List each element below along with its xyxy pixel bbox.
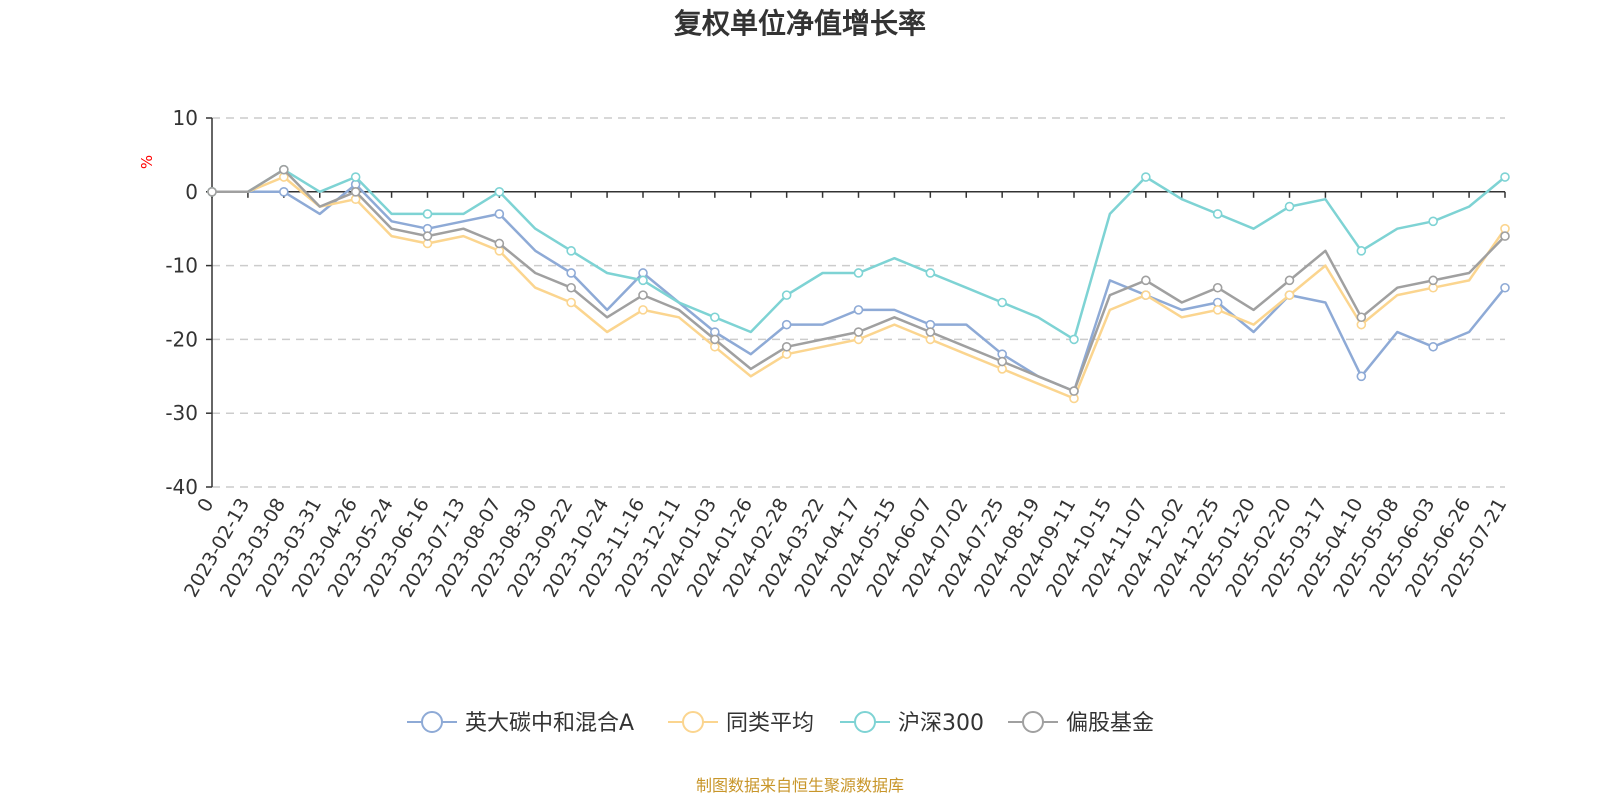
data-point [781, 319, 792, 330]
y-tick-label: 10 [173, 106, 198, 130]
legend-label: 沪深300 [898, 711, 984, 736]
legend-item-1[interactable]: 同类平均 [668, 711, 814, 736]
data-point [925, 268, 936, 278]
series-line-0 [212, 183, 1506, 393]
data-point [1212, 282, 1223, 293]
data-point [207, 187, 217, 197]
data-point [853, 268, 864, 278]
data-point [1284, 275, 1295, 286]
axes [206, 117, 1506, 488]
legend-item-0[interactable]: 英大碳中和混合A [407, 711, 634, 736]
y-tick-label: -40 [165, 475, 198, 499]
y-axis-unit: % [138, 155, 156, 169]
data-point [1428, 216, 1438, 227]
data-point [279, 164, 289, 175]
data-point [1500, 282, 1510, 293]
data-point [1428, 341, 1438, 352]
data-point [1069, 386, 1079, 396]
x-tick-labels: 02023-02-132023-03-082023-03-312023-04-2… [180, 494, 1511, 601]
data-point [494, 187, 505, 197]
data-point [925, 327, 936, 337]
legend-marker [854, 711, 876, 733]
data-point [1356, 246, 1367, 256]
data-point [566, 297, 576, 308]
legend-marker [1022, 711, 1044, 733]
legend-marker [421, 711, 443, 733]
data-point [1284, 201, 1295, 212]
legend-marker [682, 711, 704, 733]
data-point [638, 290, 648, 300]
legend-item-3[interactable]: 偏股基金 [1008, 711, 1154, 736]
y-tick-labels: 10 0 -10 -20 -30 -40 [165, 106, 198, 499]
data-point [853, 327, 864, 337]
legend-label: 同类平均 [726, 711, 814, 736]
data-point [1069, 334, 1079, 345]
data-point [566, 246, 576, 256]
data-point [997, 297, 1007, 308]
data-point [1141, 290, 1151, 300]
y-tick-label: -20 [165, 327, 198, 351]
gridlines [212, 117, 1505, 488]
data-point [1500, 231, 1510, 241]
legend[interactable]: 英大碳中和混合A 同类平均 沪深300 偏股基金 [407, 711, 1154, 736]
data-point [1428, 275, 1438, 286]
data-point [350, 187, 361, 197]
series-line-1 [212, 175, 1507, 400]
data-point [494, 209, 505, 219]
data-point [781, 290, 792, 300]
data-point [638, 305, 648, 315]
x-tick-label: 0 [193, 495, 218, 516]
data-point [1356, 371, 1367, 382]
chart-title: 复权单位净值增长率 [674, 7, 926, 40]
legend-item-2[interactable]: 沪深300 [840, 711, 984, 736]
data-point [710, 312, 720, 323]
data-point [1212, 305, 1223, 315]
data-point [710, 334, 720, 345]
data-point [1356, 312, 1367, 323]
data-point [1141, 275, 1151, 286]
legend-label: 英大碳中和混合A [465, 711, 634, 736]
series-lines [207, 164, 1510, 404]
data-point [997, 356, 1007, 367]
data-point [1141, 172, 1151, 182]
data-point [1500, 172, 1510, 182]
data-point [638, 275, 648, 286]
y-tick-label: -10 [165, 254, 198, 278]
data-point [350, 172, 361, 182]
legend-label: 偏股基金 [1066, 711, 1154, 736]
data-point [494, 238, 505, 249]
data-point [422, 209, 433, 219]
data-point [1212, 209, 1223, 219]
data-point [853, 305, 864, 315]
data-point [566, 282, 576, 293]
data-point [422, 231, 433, 241]
data-source-note: 制图数据来自恒生聚源数据库 [696, 776, 904, 795]
data-point [781, 341, 792, 352]
data-point [1284, 290, 1295, 300]
y-tick-label: 0 [185, 180, 198, 204]
y-tick-label: -30 [165, 401, 198, 425]
data-point [279, 187, 289, 197]
data-point [566, 268, 576, 278]
